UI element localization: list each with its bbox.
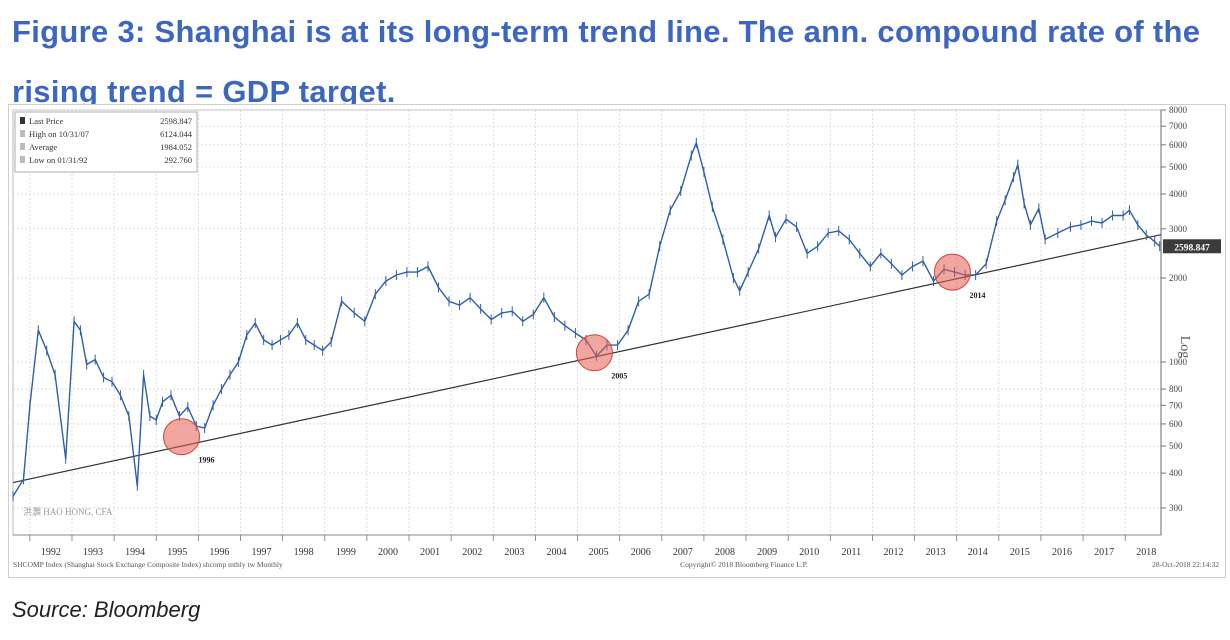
legend-marker: [20, 156, 25, 163]
legend-marker: [20, 130, 25, 137]
y-tick-label: 700: [1169, 400, 1183, 410]
x-tick-label: 2012: [883, 547, 903, 558]
price-line: [12, 142, 1161, 497]
last-price-label: 2598.847: [1174, 243, 1210, 253]
legend-value: 292.760: [164, 155, 192, 165]
price-series-layer: [12, 137, 1161, 502]
figure-title: Figure 3: Shanghai is at its long-term t…: [12, 14, 1201, 109]
legend-value: 6124.044: [160, 129, 193, 139]
footer-left-text: SHCOMP Index (Shanghai Stock Exchange Co…: [13, 560, 283, 569]
x-tick-label: 1993: [83, 547, 103, 558]
last-price-tag: [1163, 239, 1221, 254]
y-axis-label: Log: [1177, 336, 1192, 359]
x-tick-label: 2016: [1052, 547, 1072, 558]
legend-marker: [20, 143, 25, 150]
legend-label: Last Price: [29, 116, 63, 126]
y-tick-label: 600: [1169, 419, 1183, 429]
x-tick-label: 2003: [504, 547, 524, 558]
legend-label: Average: [29, 142, 57, 152]
x-axis: 1992 1993 1994 1995 1996 1997 1998 1999 2000 2001…: [13, 534, 1161, 558]
x-tick-label: 2018: [1136, 547, 1156, 558]
x-tick-label: 2009: [757, 547, 777, 558]
legend-marker: [20, 117, 25, 124]
x-tick-label: 2014: [968, 547, 988, 558]
y-tick-label: 300: [1169, 503, 1183, 513]
x-tick-label: 1999: [336, 547, 356, 558]
x-tick-label: 2007: [673, 547, 693, 558]
x-tick-label: 2013: [926, 547, 946, 558]
legend-value: 2598.847: [160, 116, 192, 126]
y-axis: 300 400 500 600 700 800 1000 2000 3000 4000 5000 60…: [1160, 105, 1221, 535]
grid-lines: [12, 109, 1162, 536]
y-tick-label: 7000: [1169, 121, 1188, 131]
annotation-layer: 1996 2005 2014: [163, 253, 985, 465]
x-tick-label: 2005: [589, 547, 609, 558]
highlight-year-label: 2014: [969, 291, 985, 300]
x-tick-label: 1994: [125, 547, 145, 558]
x-tick-label: 2006: [631, 547, 651, 558]
y-tick-label: 4000: [1169, 189, 1188, 199]
y-tick-label: 8000: [1169, 105, 1188, 115]
y-tick-label: 3000: [1169, 224, 1188, 234]
y-tick-label: 400: [1169, 468, 1183, 478]
y-tick-label: 5000: [1169, 162, 1188, 172]
x-tick-label: 1992: [41, 547, 61, 558]
chart-footer: SHCOMP Index (Shanghai Stock Exchange Co…: [13, 560, 1219, 569]
chart-legend: Last Price 2598.847 High on 10/31/07 6124.0…: [14, 111, 198, 173]
plot-border: [12, 109, 1162, 536]
price-chart: 300 400 500 600 700 800 1000 2000 3000 4000 5000 60…: [12, 105, 1221, 569]
chart-panel: 300 400 500 600 700 800 1000 2000 3000 4000 5000 60…: [8, 104, 1226, 578]
x-tick-label: 2000: [378, 547, 398, 558]
x-tick-label: 2002: [462, 547, 482, 558]
highlight-year-label: 2005: [611, 372, 627, 381]
footer-copyright: Copyright© 2018 Bloomberg Finance L.P.: [680, 560, 808, 569]
highlight-circle: [163, 418, 201, 456]
x-tick-label: 2017: [1094, 547, 1114, 558]
x-tick-label: 2011: [842, 547, 862, 558]
highlight-circle: [575, 334, 613, 372]
watermark: 洪灝 HAO HONG, CFA: [23, 506, 113, 517]
legend-label: Low on 01/31/92: [29, 155, 88, 165]
x-tick-label: 2010: [799, 547, 819, 558]
y-tick-label: 1000: [1169, 357, 1188, 367]
highlight-year-label: 1996: [199, 456, 215, 465]
y-tick-label: 6000: [1169, 140, 1188, 150]
x-tick-label: 1996: [209, 547, 229, 558]
x-tick-label: 2008: [715, 547, 735, 558]
y-tick-label: 2000: [1169, 273, 1188, 283]
x-tick-label: 2001: [420, 547, 440, 558]
legend-box: [14, 111, 198, 173]
x-tick-label: 2015: [1010, 547, 1030, 558]
source-note: Source: Bloomberg: [12, 597, 201, 622]
x-tick-label: 2004: [546, 547, 566, 558]
legend-label: High on 10/31/07: [29, 129, 89, 139]
x-tick-label: 1997: [252, 547, 272, 558]
x-tick-label: 1998: [294, 547, 314, 558]
y-tick-label: 500: [1169, 441, 1183, 451]
y-tick-label: 800: [1169, 384, 1183, 394]
x-tick-label: 1995: [167, 547, 187, 558]
legend-value: 1984.052: [160, 142, 192, 152]
footer-timestamp: 28-Oct-2018 22:14:32: [1152, 560, 1219, 569]
highlight-circle: [933, 253, 971, 291]
